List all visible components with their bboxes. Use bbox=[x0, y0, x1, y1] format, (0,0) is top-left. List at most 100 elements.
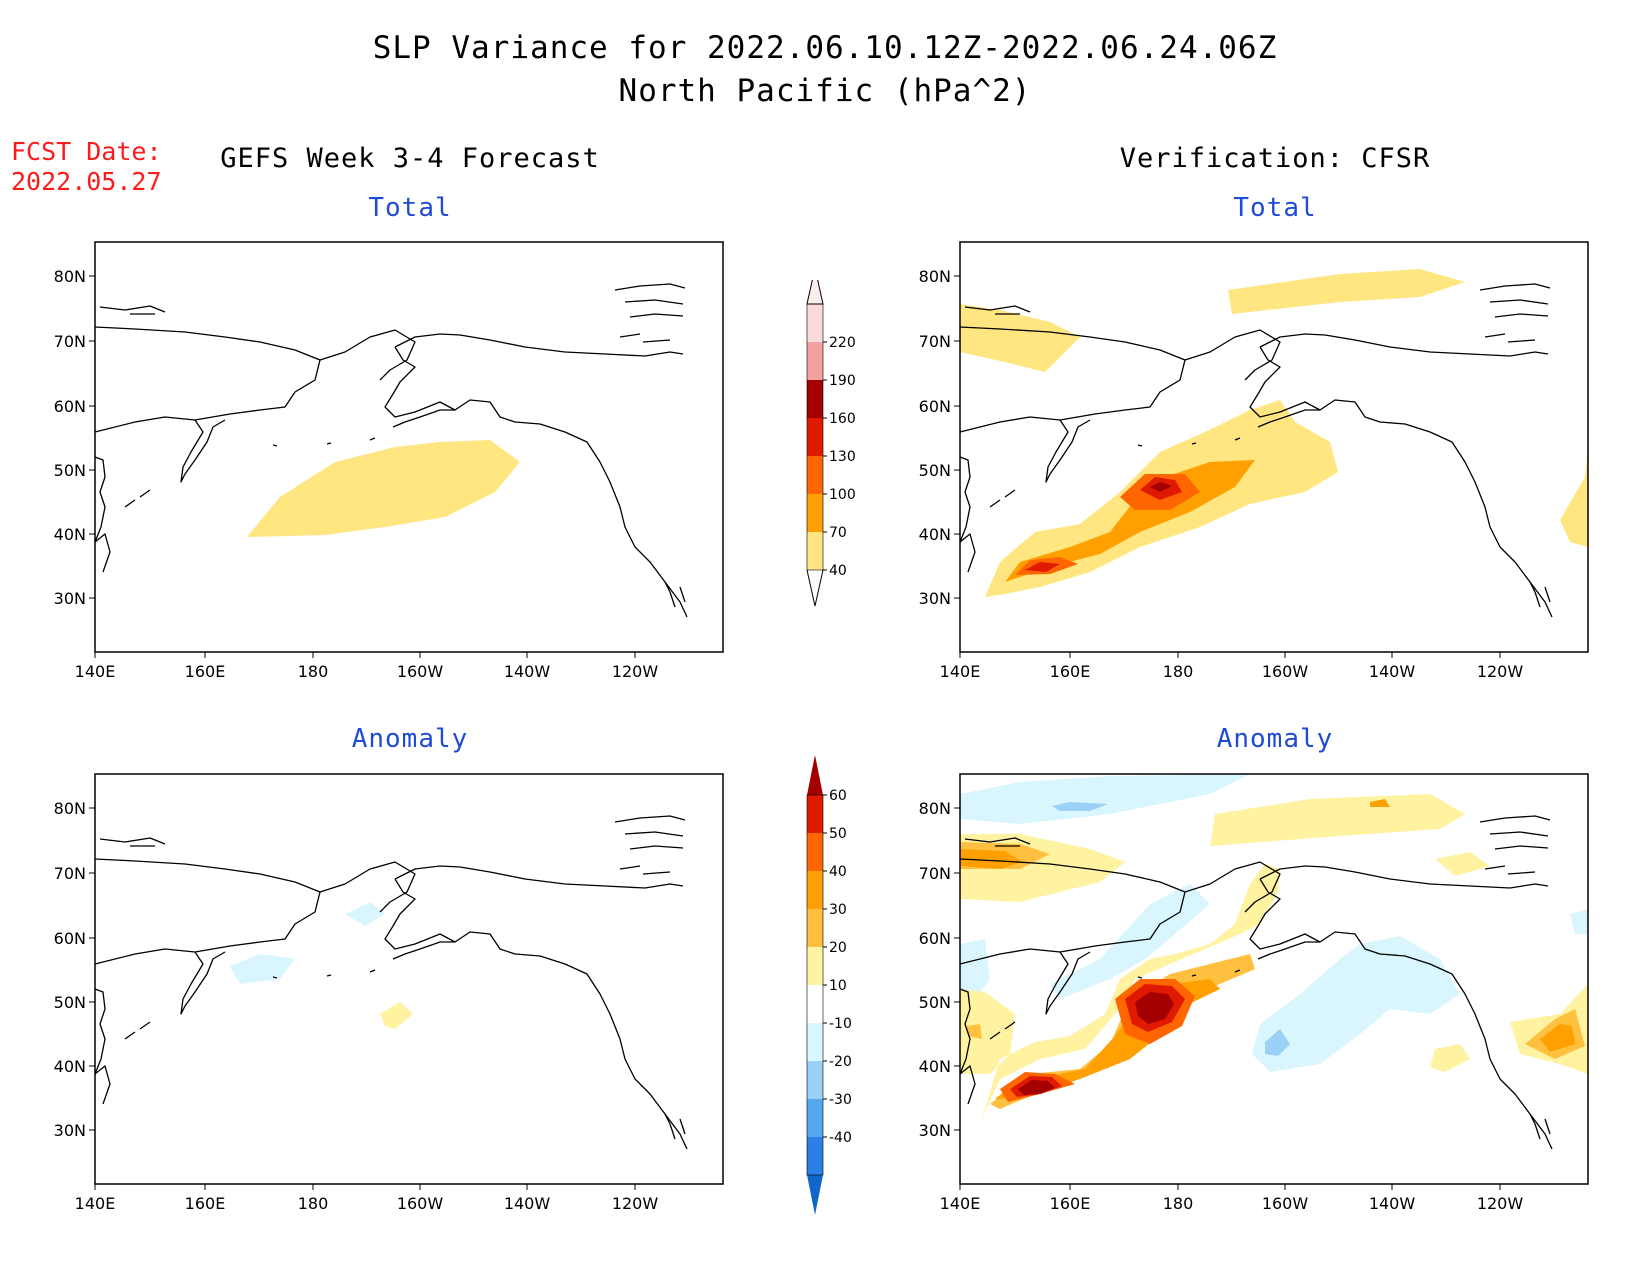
lon-tick-label: 140W bbox=[504, 1194, 551, 1212]
right-column-title: Verification: CFSR bbox=[1119, 143, 1431, 174]
lat-tick-label: 40N bbox=[919, 1057, 951, 1076]
colorbar-swatch bbox=[807, 947, 823, 985]
map-frame bbox=[959, 773, 1589, 1185]
map-frame bbox=[959, 241, 1589, 653]
colorbar-label: 10 bbox=[829, 978, 847, 994]
colorbar-swatch bbox=[807, 418, 823, 456]
lat-tick-label: 80N bbox=[54, 267, 86, 286]
figure-title-line1: SLP Variance for 2022.06.10.12Z-2022.06.… bbox=[372, 30, 1278, 66]
lat-tick-label: 50N bbox=[919, 461, 951, 480]
colorbar-label: 30 bbox=[829, 902, 847, 918]
colorbar-label: 70 bbox=[829, 525, 847, 541]
colorbar-swatch bbox=[807, 1099, 823, 1137]
panel-subtitle-cfsr-anomaly: Anomaly bbox=[1216, 724, 1334, 754]
lon-tick-label: 120W bbox=[1477, 662, 1524, 680]
colorbar-swatch bbox=[807, 1023, 823, 1061]
lon-tick-label: 160E bbox=[185, 1194, 226, 1212]
lon-tick-label: 160W bbox=[397, 1194, 444, 1212]
colorbar-label: 40 bbox=[829, 864, 847, 880]
colorbar-label: 60 bbox=[829, 788, 847, 804]
lat-tick-label: 40N bbox=[54, 525, 86, 544]
lat-tick-label: 30N bbox=[54, 589, 86, 608]
contour-anom-60plus bbox=[1018, 992, 1174, 1095]
colorbar-anomaly: 60 50 40 30 20 10 -10 -20 -30 -40 bbox=[806, 755, 852, 1215]
colorbar-swatch bbox=[807, 456, 823, 494]
colorbar-label: 220 bbox=[829, 335, 856, 351]
lon-tick-label: 140W bbox=[1369, 662, 1416, 680]
contour-total-40-70 bbox=[960, 269, 1588, 597]
colorbar-label: 20 bbox=[829, 940, 847, 956]
colorbar-cap bbox=[807, 755, 823, 795]
lat-tick-label: 70N bbox=[54, 864, 86, 883]
colorbar-swatch bbox=[807, 833, 823, 871]
contour-anom-10-20 bbox=[380, 1002, 413, 1029]
colorbar-swatch bbox=[807, 795, 823, 833]
colorbar-label: 190 bbox=[829, 373, 856, 389]
lat-tick-label: 30N bbox=[919, 589, 951, 608]
fcst-date-label: FCST Date: bbox=[11, 137, 162, 166]
lon-axis: 140E 160E 180 160W 140W 120W bbox=[940, 1184, 1524, 1212]
lon-tick-label: 180 bbox=[298, 1194, 329, 1212]
lat-tick-label: 80N bbox=[919, 267, 951, 286]
figure-title-line2: North Pacific (hPa^2) bbox=[618, 73, 1032, 109]
lat-tick-label: 50N bbox=[54, 993, 86, 1012]
colorbar-label: 130 bbox=[829, 449, 856, 465]
colorbar-swatch bbox=[807, 494, 823, 532]
lat-axis: 80N 70N 60N 50N 40N 30N bbox=[54, 267, 95, 608]
panel-subtitle-cfsr-total: Total bbox=[1233, 193, 1317, 223]
lat-tick-label: 60N bbox=[919, 397, 951, 416]
lon-tick-label: 160W bbox=[1262, 1194, 1309, 1212]
lat-tick-label: 80N bbox=[919, 799, 951, 818]
map-panel-gefs-anomaly: 80N 70N 60N 50N 40N 30N 140E 160E 180 160W 140W 12… bbox=[54, 773, 724, 1212]
lat-tick-label: 60N bbox=[54, 929, 86, 948]
lon-axis: 140E 160E 180 160W 140W 120W bbox=[75, 1184, 658, 1212]
colorbar-cap bbox=[807, 1175, 823, 1215]
lon-tick-label: 180 bbox=[298, 662, 329, 680]
lat-axis: 80N 70N 60N 50N 40N 30N bbox=[54, 799, 95, 1140]
colorbar-label: 50 bbox=[829, 826, 847, 842]
lon-tick-label: 140W bbox=[504, 662, 551, 680]
lat-tick-label: 50N bbox=[54, 461, 86, 480]
colorbar-swatch bbox=[807, 1137, 823, 1175]
lon-tick-label: 140E bbox=[75, 1194, 116, 1212]
map-frame bbox=[94, 241, 724, 653]
colorbar-swatch bbox=[807, 532, 823, 570]
colorbar-label: 40 bbox=[829, 563, 847, 579]
colorbar-swatch bbox=[807, 1061, 823, 1099]
lat-tick-label: 40N bbox=[919, 525, 951, 544]
contour-total-160-190 bbox=[1150, 482, 1172, 492]
map-frame bbox=[94, 773, 724, 1185]
colorbar-swatch bbox=[807, 909, 823, 947]
lon-tick-label: 160W bbox=[397, 662, 444, 680]
lon-axis: 140E 160E 180 160W 140W 120W bbox=[940, 652, 1524, 680]
lon-tick-label: 140E bbox=[940, 1194, 981, 1212]
lat-axis: 80N 70N 60N 50N 40N 30N bbox=[919, 267, 960, 608]
map-panel-gefs-total: 80N 70N 60N 50N 40N 30N 140E 160E 180 160W 140W 12… bbox=[54, 241, 724, 680]
lat-tick-label: 30N bbox=[919, 1121, 951, 1140]
lon-tick-label: 120W bbox=[1477, 1194, 1524, 1212]
lon-tick-label: 140W bbox=[1369, 1194, 1416, 1212]
lat-tick-label: 40N bbox=[54, 1057, 86, 1076]
colorbar-label: -10 bbox=[829, 1016, 852, 1032]
colorbar-label: -30 bbox=[829, 1092, 852, 1108]
lat-tick-label: 70N bbox=[919, 332, 951, 351]
lat-tick-label: 60N bbox=[54, 397, 86, 416]
lon-tick-label: 120W bbox=[612, 662, 659, 680]
colorbar-swatch bbox=[807, 342, 823, 380]
lon-tick-label: 160E bbox=[185, 662, 226, 680]
map-panel-cfsr-total: 80N 70N 60N 50N 40N 30N 140E 160E 180 160W 140W 12… bbox=[919, 241, 1589, 680]
lon-tick-label: 160E bbox=[1050, 662, 1091, 680]
colorbar-cap bbox=[806, 280, 824, 305]
contour-anom-neg10-neg20 bbox=[960, 774, 1588, 1072]
lat-tick-label: 80N bbox=[54, 799, 86, 818]
lon-axis: 140E 160E 180 160W 140W 120W bbox=[75, 652, 659, 680]
lon-tick-label: 180 bbox=[1163, 662, 1194, 680]
colorbar-swatch bbox=[807, 304, 823, 342]
fcst-date-value: 2022.05.27 bbox=[11, 167, 162, 196]
lat-axis: 80N 70N 60N 50N 40N 30N bbox=[919, 799, 960, 1140]
left-column-title: GEFS Week 3-4 Forecast bbox=[220, 143, 600, 174]
colorbar-swatch bbox=[807, 380, 823, 418]
lat-tick-label: 70N bbox=[54, 332, 86, 351]
lon-tick-label: 140E bbox=[940, 662, 981, 680]
lat-tick-label: 70N bbox=[919, 864, 951, 883]
